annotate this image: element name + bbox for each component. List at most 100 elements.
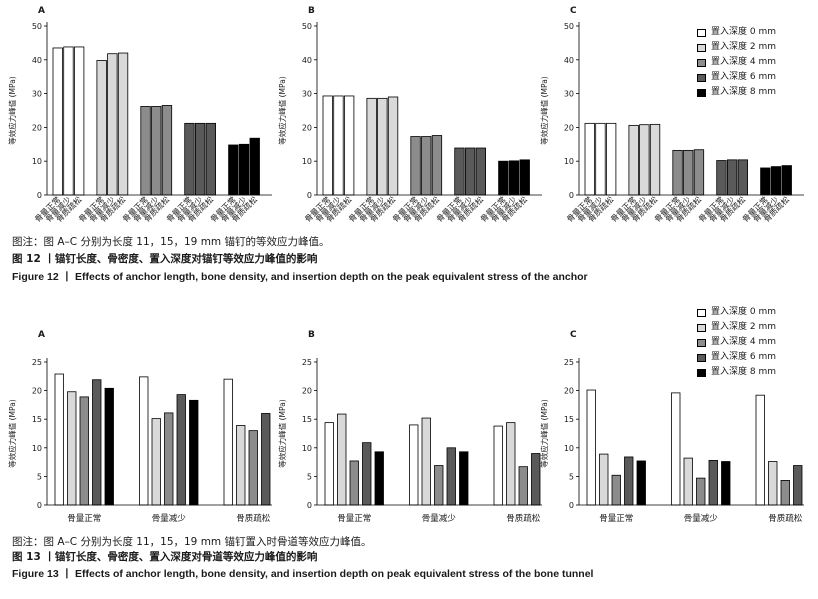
bar: [337, 413, 347, 506]
y-tick-label: 30: [302, 90, 312, 99]
bar: [261, 413, 271, 506]
panel-letter: C: [570, 6, 577, 16]
bar: [768, 461, 778, 506]
fig12-legend-item: 置入深度 8 mm: [697, 85, 776, 100]
bar: [249, 137, 260, 196]
bar: [498, 160, 509, 196]
x-category-label: 骨量正常: [337, 513, 371, 524]
bar: [67, 391, 77, 506]
y-axis-label: 等效应力峰值 (MPa): [539, 399, 549, 468]
bar: [446, 447, 456, 506]
y-tick-label: 10: [32, 444, 42, 453]
legend-swatch-depth6: [697, 353, 706, 362]
fig13-legend-label: 置入深度 8 mm: [711, 367, 776, 377]
bar: [205, 122, 217, 196]
y-axis-label: 等效应力峰值 (MPa): [277, 76, 287, 145]
bar: [248, 430, 258, 506]
y-tick-label: 0: [307, 501, 312, 510]
y-axis-label: 等效应力峰值 (MPa): [539, 76, 549, 145]
fig13-legend-item: 置入深度 8 mm: [697, 365, 776, 380]
y-tick-label: 20: [302, 123, 312, 132]
legend-swatch-depth2: [697, 323, 706, 332]
fig12-legend-item: 置入深度 2 mm: [697, 40, 776, 55]
bar: [176, 394, 186, 506]
fig13-legend-item: 置入深度 4 mm: [697, 335, 776, 350]
bar: [624, 456, 634, 506]
bar: [410, 136, 421, 196]
legend-swatch-depth0: [697, 308, 706, 317]
fig13-panel-b-chart: B 等效应力峰值 (MPa) 0 5 10 15 20 25 骨量正常 骨量减少 骨质疏松: [277, 330, 542, 524]
fig13-legend-label: 置入深度 0 mm: [711, 307, 776, 317]
x-category-label: 骨量减少: [422, 513, 457, 524]
fig13-panel-a-chart: A 等效应力峰值 (MPa) 0 5 10 15 20 25 骨量正常 骨量减少 骨质疏松: [7, 330, 272, 524]
y-tick-label: 10: [302, 444, 312, 453]
bar: [92, 379, 102, 506]
bar: [63, 46, 74, 196]
fig13-legend-label: 置入深度 2 mm: [711, 322, 776, 332]
bar: [54, 373, 64, 506]
bar: [362, 442, 372, 506]
bar: [117, 52, 129, 196]
fig12-legend-item: 置入深度 0 mm: [697, 25, 776, 40]
fig13-panel-c-chart: C 等效应力峰值 (MPa) 0 5 10 15 20 25 骨量正常 骨量减少 骨质疏松: [539, 330, 804, 524]
bar: [671, 392, 681, 506]
bar: [475, 147, 487, 196]
x-category-label: 骨量正常: [599, 513, 633, 524]
bar: [431, 135, 443, 196]
fig12-legend-label: 置入深度 2 mm: [711, 42, 776, 52]
bar: [737, 159, 749, 196]
y-tick-label: 50: [564, 22, 574, 31]
bar: [333, 95, 344, 196]
y-tick-label: 10: [302, 157, 312, 166]
bar: [79, 396, 89, 506]
y-tick-label: 0: [37, 501, 42, 510]
bar: [586, 389, 596, 506]
y-tick-label: 20: [32, 387, 42, 396]
bar: [519, 159, 530, 196]
bar: [322, 95, 333, 196]
bar: [760, 167, 771, 196]
bar: [324, 422, 334, 506]
fig13-legend-item: 置入深度 2 mm: [697, 320, 776, 335]
bar: [421, 136, 432, 196]
fig12-legend-label: 置入深度 4 mm: [711, 57, 776, 67]
bar: [377, 97, 388, 196]
legend-swatch-depth4: [697, 338, 706, 347]
bar: [52, 47, 63, 196]
fig13-legend-item: 置入深度 0 mm: [697, 305, 776, 320]
y-tick-label: 25: [32, 358, 42, 367]
y-tick-label: 5: [569, 472, 574, 481]
bar: [518, 466, 528, 506]
bar: [726, 159, 738, 196]
bar: [104, 387, 114, 506]
y-tick-label: 30: [564, 90, 574, 99]
legend-swatch-depth8: [697, 368, 706, 377]
fig12-legend-label: 置入深度 6 mm: [711, 72, 776, 82]
x-category-label: 骨质疏松: [768, 513, 803, 524]
bar: [151, 106, 162, 196]
fig12-legend-item: 置入深度 4 mm: [697, 55, 776, 70]
panel-letter: B: [308, 6, 315, 16]
bar: [683, 457, 693, 506]
bar: [672, 149, 683, 196]
fig13-note: 图注：图 A–C 分别为长度 11，15，19 mm 锚钉置入时骨道等效应力峰值…: [12, 536, 372, 548]
y-tick-label: 10: [564, 444, 574, 453]
bar: [236, 425, 246, 506]
y-tick-label: 25: [302, 358, 312, 367]
bar: [421, 417, 431, 506]
bar: [628, 124, 639, 196]
y-axis-label: 等效应力峰值 (MPa): [277, 399, 287, 468]
bar: [366, 97, 377, 196]
y-tick-label: 20: [302, 387, 312, 396]
bar: [74, 46, 85, 196]
bar: [636, 460, 646, 506]
bar: [584, 122, 595, 196]
bar: [189, 399, 199, 506]
bar: [506, 422, 516, 506]
bar: [464, 147, 476, 196]
fig13-legend-label: 置入深度 6 mm: [711, 352, 776, 362]
bar: [716, 160, 727, 196]
bar: [349, 460, 359, 506]
y-tick-label: 50: [302, 22, 312, 31]
